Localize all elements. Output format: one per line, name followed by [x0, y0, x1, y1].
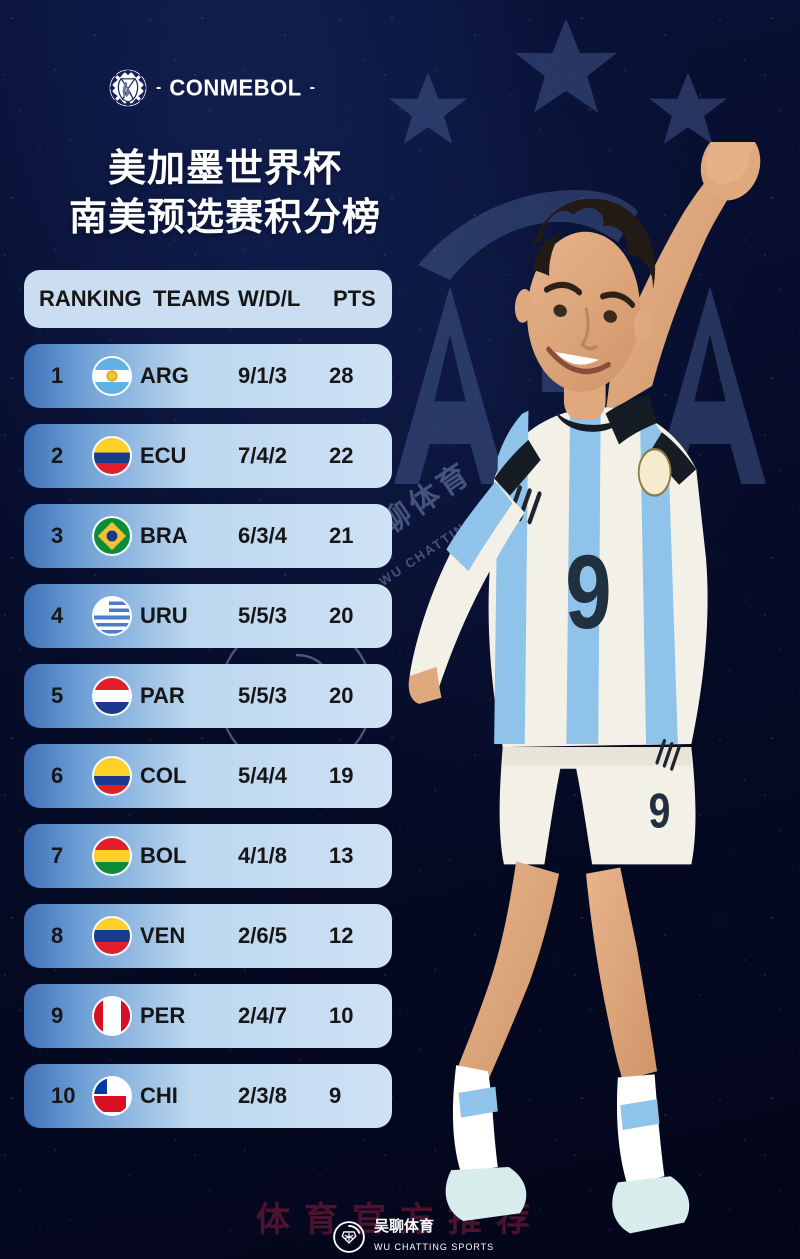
- svg-text:9: 9: [649, 784, 671, 838]
- svg-text:9: 9: [565, 534, 611, 651]
